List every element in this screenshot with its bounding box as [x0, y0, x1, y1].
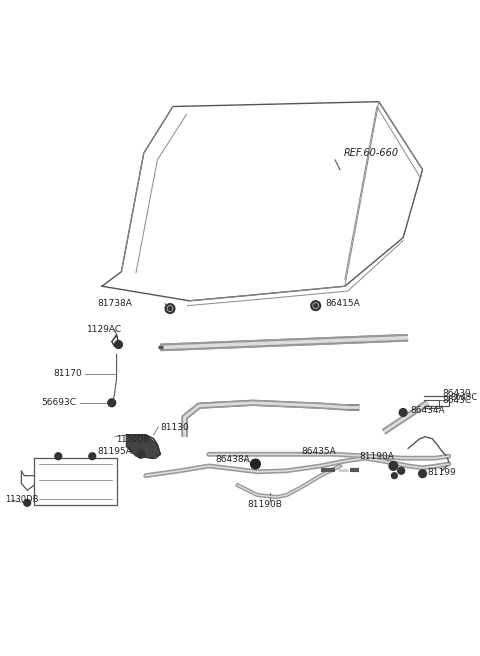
Text: 8643C: 8643C	[442, 396, 471, 405]
Circle shape	[108, 399, 116, 407]
Text: 81130: 81130	[160, 422, 189, 432]
Circle shape	[389, 462, 398, 470]
Text: 8643C: 8643C	[451, 394, 478, 402]
Text: 1130DB: 1130DB	[117, 435, 150, 444]
Circle shape	[55, 453, 62, 460]
Circle shape	[399, 409, 407, 417]
Circle shape	[311, 301, 321, 310]
Text: 86438A: 86438A	[216, 455, 251, 464]
Text: 1130DB: 1130DB	[5, 495, 38, 504]
Circle shape	[392, 473, 397, 479]
Text: 81170: 81170	[53, 369, 82, 378]
Circle shape	[419, 470, 426, 478]
Circle shape	[166, 304, 174, 312]
Circle shape	[89, 453, 96, 460]
Text: 81195A: 81195A	[97, 447, 132, 456]
Text: 1129AC: 1129AC	[87, 325, 122, 335]
Circle shape	[251, 459, 260, 469]
Text: 81199: 81199	[427, 468, 456, 477]
Circle shape	[314, 304, 318, 308]
Text: 86434A: 86434A	[410, 406, 444, 415]
Circle shape	[398, 467, 405, 474]
Circle shape	[168, 306, 172, 310]
Circle shape	[24, 499, 31, 506]
Text: 86415A: 86415A	[325, 299, 360, 308]
Text: 56693C: 56693C	[41, 398, 76, 407]
Text: 81190B: 81190B	[248, 501, 283, 509]
Text: 86435A: 86435A	[301, 447, 336, 456]
Circle shape	[165, 304, 175, 314]
Polygon shape	[126, 435, 160, 458]
Text: 81190A: 81190A	[360, 452, 394, 461]
Text: 81738A: 81738A	[97, 299, 132, 308]
Circle shape	[137, 451, 145, 458]
Text: REF.60-660: REF.60-660	[344, 148, 399, 158]
Text: 86430: 86430	[442, 388, 470, 398]
Circle shape	[312, 302, 320, 310]
Circle shape	[115, 340, 122, 348]
